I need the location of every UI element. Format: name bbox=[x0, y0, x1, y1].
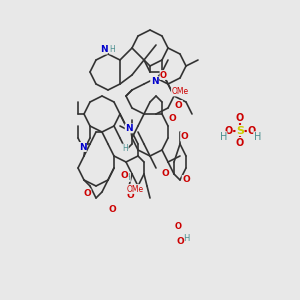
Text: O: O bbox=[127, 190, 134, 200]
Text: O: O bbox=[109, 206, 116, 214]
Text: O: O bbox=[182, 176, 190, 184]
Text: N: N bbox=[125, 124, 133, 133]
Text: O: O bbox=[181, 132, 188, 141]
Text: O: O bbox=[175, 222, 182, 231]
Text: O: O bbox=[160, 70, 167, 80]
Text: O: O bbox=[176, 237, 184, 246]
Text: H: H bbox=[122, 144, 128, 153]
Text: O: O bbox=[121, 171, 128, 180]
Text: O: O bbox=[175, 100, 182, 109]
Text: O: O bbox=[247, 125, 256, 136]
Text: S: S bbox=[236, 125, 244, 136]
Text: H: H bbox=[124, 172, 130, 182]
Text: O: O bbox=[236, 112, 244, 123]
Text: O: O bbox=[236, 137, 244, 148]
Text: O: O bbox=[83, 189, 91, 198]
Text: OMe: OMe bbox=[126, 184, 144, 194]
Text: N: N bbox=[151, 76, 158, 85]
Text: N: N bbox=[79, 142, 86, 152]
Text: OMe: OMe bbox=[171, 87, 189, 96]
Text: H: H bbox=[254, 132, 261, 142]
Text: N: N bbox=[100, 45, 107, 54]
Text: O: O bbox=[224, 125, 233, 136]
Text: H: H bbox=[110, 45, 116, 54]
Text: H: H bbox=[183, 234, 189, 243]
Text: H: H bbox=[220, 132, 227, 142]
Text: O: O bbox=[161, 169, 169, 178]
Text: O: O bbox=[169, 114, 176, 123]
